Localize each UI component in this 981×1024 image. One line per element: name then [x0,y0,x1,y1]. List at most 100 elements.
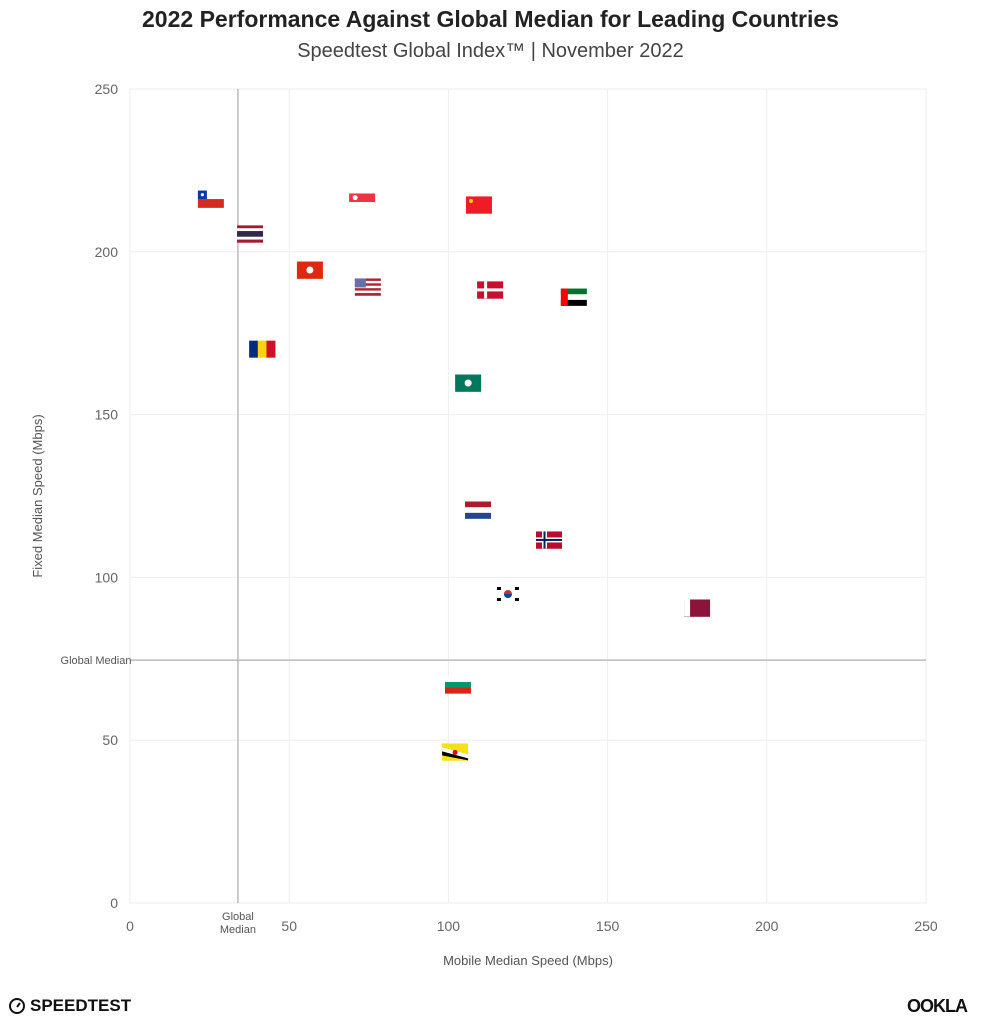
flag-stripe [237,225,264,229]
flag-stripe [560,294,587,301]
y-tick-label: 50 [102,732,118,748]
flag-stripe [560,299,587,306]
flag-stripe [237,233,264,238]
flag-cross [477,288,504,292]
south-korea-data-point [494,585,521,603]
macau-flag-icon [455,374,482,392]
usa-flag-icon [354,278,381,296]
chart-title: 2022 Performance Against Global Median f… [142,6,839,32]
y-axis-label: Fixed Median Speed (Mbps) [30,414,45,577]
y-tick-label: 0 [110,895,118,911]
flag-stripe [560,288,587,295]
hong-kong-data-point [296,261,323,279]
y-tick-label: 250 [95,81,119,97]
flag-stripe [237,231,264,235]
bulgaria-flag-icon [444,676,471,694]
flag-canton [354,278,366,288]
flag-stripe [197,190,224,200]
denmark-flag-icon [477,281,504,299]
south-korea-flag-icon [494,585,521,603]
y-tick-label: 150 [95,407,119,423]
y-tick-label: 100 [95,569,119,585]
flag-stripe [444,676,471,683]
speedtest-wordmark: SPEEDTEST [30,996,132,1015]
qatar-flag-icon [684,599,711,617]
x-tick-label: 50 [281,918,297,934]
qatar-data-point [684,599,711,617]
x-tick-label: 100 [437,918,461,934]
flag-stripe [354,283,381,287]
flag-star [200,193,204,197]
netherlands-flag-icon [465,501,492,519]
flag-stripe [237,239,264,243]
flag-stripe [465,512,492,519]
thailand-data-point [237,225,264,243]
uae-flag-icon [560,288,587,306]
flag-stripe [354,278,381,282]
uae-data-point [560,288,587,306]
denmark-data-point [477,281,504,299]
global-median-x-label: Global [222,911,254,923]
speedometer-icon [9,998,25,1014]
flag-trigram [514,587,519,591]
x-axis-label: Mobile Median Speed (Mbps) [443,953,613,968]
thailand-flag-icon [237,225,264,243]
flag-trigram [496,587,501,591]
singapore-flag-icon [349,193,376,202]
macau-data-point [455,374,482,392]
flag-stripe [237,228,264,232]
flag-band [560,288,568,306]
x-tick-label: 200 [755,918,779,934]
flag-moon [352,195,358,201]
china-flag-icon [465,196,492,214]
flag-stripe [684,599,711,617]
y-tick-label: 200 [95,244,119,260]
flag-stripe [249,340,259,358]
flag-stripe [237,236,264,240]
chile-flag-icon [197,190,224,208]
china-data-point [465,196,492,214]
netherlands-data-point [465,501,492,519]
speedtest-logo: SPEEDTEST [8,996,131,1016]
flag-stripe [354,280,381,284]
flag-stripe [197,199,224,208]
flag-stripe [444,682,471,688]
usa-data-point [354,278,381,296]
ookla-logo: OOKLA [907,996,968,1016]
global-median-y-label: Global Median [61,655,132,667]
flag-crest [452,749,458,755]
flag-stripe [354,293,381,296]
global-median-x-label: Median [220,924,256,936]
flag-trigram [496,598,501,602]
flag-stripe [354,288,381,291]
chart-subtitle: Speedtest Global Index™ | November 2022 [297,40,684,62]
flag-stripe [349,193,376,202]
flag-taeguk [503,594,512,599]
norway-data-point [536,531,563,549]
flag-stripe [444,687,471,694]
bulgaria-data-point [444,676,471,694]
flag-band [684,599,691,617]
hong-kong-flag-icon [296,261,323,279]
flag-stripe [354,285,381,289]
flag-stripe [465,196,492,214]
flag-trigram [514,598,519,602]
romania-flag-icon [249,340,276,358]
flag-stripe [266,340,276,358]
flag-lotus [464,379,472,387]
flag-stripe [257,340,267,358]
flag-flower [306,266,314,274]
x-tick-label: 0 [126,918,134,934]
flag-stripe [354,290,381,294]
romania-data-point [249,340,276,358]
flag-stripe [465,507,492,514]
norway-flag-icon [536,531,563,549]
chile-data-point [197,190,224,208]
flag-stripe [465,501,492,508]
brunei-data-point [442,743,469,761]
singapore-data-point [349,193,376,202]
x-tick-label: 250 [914,918,938,934]
flag-band [442,751,469,761]
flag-star [468,198,473,203]
